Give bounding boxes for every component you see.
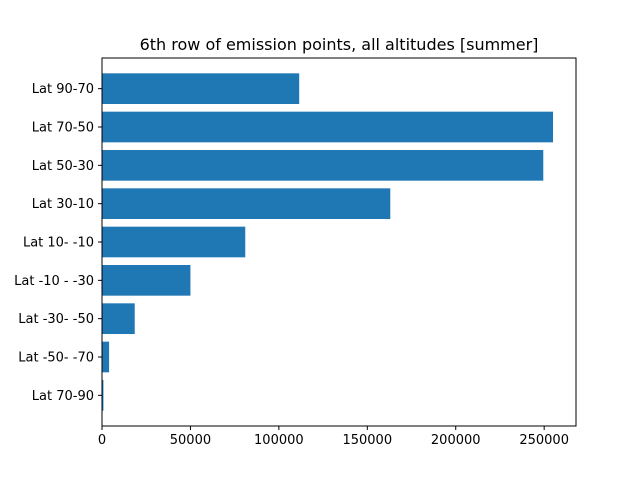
y-axis-ticks: Lat 90-70 Lat 70-50 Lat 50-30 Lat 30-10 Lat … <box>14 82 102 404</box>
plot-area-frame <box>101 57 577 427</box>
bars-group <box>102 73 554 411</box>
x-tick-label-1: 50000 <box>170 433 211 448</box>
x-axis-ticks: 0 50000 100000 150000 200000 250000 <box>98 426 569 448</box>
y-tick-label-2: Lat 50-30 <box>32 159 94 174</box>
x-tick-label-4: 200000 <box>431 433 481 448</box>
bar-6 <box>102 303 135 334</box>
bar-4 <box>102 226 246 258</box>
y-tick-label-0: Lat 90-70 <box>32 82 94 97</box>
y-tick-label-6: Lat -30- -50 <box>18 312 94 327</box>
y-tick-label-5: Lat -10 - -30 <box>14 274 94 289</box>
y-tick-label-7: Lat -50- -70 <box>18 351 94 366</box>
y-tick-label-1: Lat 70-50 <box>32 121 94 136</box>
x-tick-label-5: 250000 <box>519 433 569 448</box>
bar-5 <box>102 265 191 296</box>
y-tick-label-8: Lat 70-90 <box>32 389 94 404</box>
y-tick-label-4: Lat 10- -10 <box>23 236 94 251</box>
x-tick-label-2: 100000 <box>254 433 304 448</box>
y-tick-label-3: Lat 30-10 <box>32 197 94 212</box>
x-tick-label-0: 0 <box>98 433 106 448</box>
bar-8 <box>102 380 104 411</box>
bar-7 <box>102 341 110 373</box>
bar-0 <box>102 73 300 104</box>
bar-3 <box>102 188 391 219</box>
bar-1 <box>102 111 554 143</box>
x-tick-label-3: 150000 <box>342 433 392 448</box>
chart-title: 6th row of emission points, all altitude… <box>140 35 539 54</box>
bar-2 <box>102 150 544 181</box>
